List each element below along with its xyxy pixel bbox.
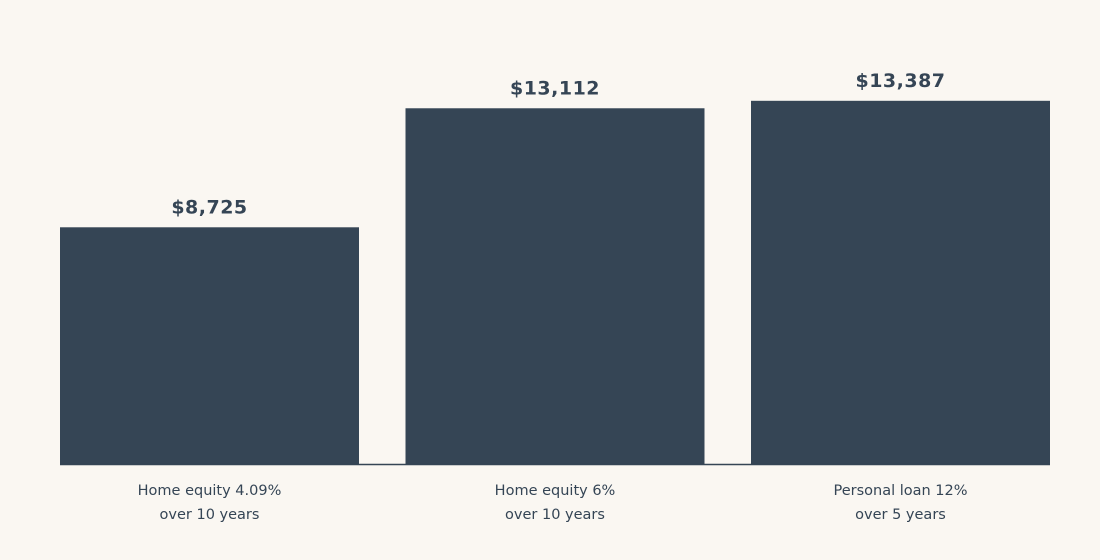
category-label-home-equity-6-line-1: Home equity 6% xyxy=(495,483,616,499)
category-label-personal-loan-12-line-1: Personal loan 12% xyxy=(833,483,967,499)
value-label-personal-loan-12: $13,387 xyxy=(855,70,945,92)
bars-group xyxy=(60,100,1050,465)
value-labels-group: $8,725 $13,112 $13,387 xyxy=(171,70,945,218)
value-label-home-equity-6: $13,112 xyxy=(510,77,600,99)
category-label-home-equity-6-line-2: over 10 years xyxy=(505,507,605,523)
bar-personal-loan-12 xyxy=(751,100,1050,464)
category-label-personal-loan-12-line-2: over 5 years xyxy=(855,507,946,523)
bar-home-equity-4-09 xyxy=(60,227,359,464)
category-labels-group: Home equity 4.09% over 10 years Home equit… xyxy=(138,483,968,523)
value-label-home-equity-4-09: $8,725 xyxy=(171,196,247,218)
category-label-home-equity-4-09-line-1: Home equity 4.09% xyxy=(138,483,282,499)
bar-home-equity-6 xyxy=(405,108,705,465)
category-label-home-equity-4-09-line-2: over 10 years xyxy=(160,507,260,523)
